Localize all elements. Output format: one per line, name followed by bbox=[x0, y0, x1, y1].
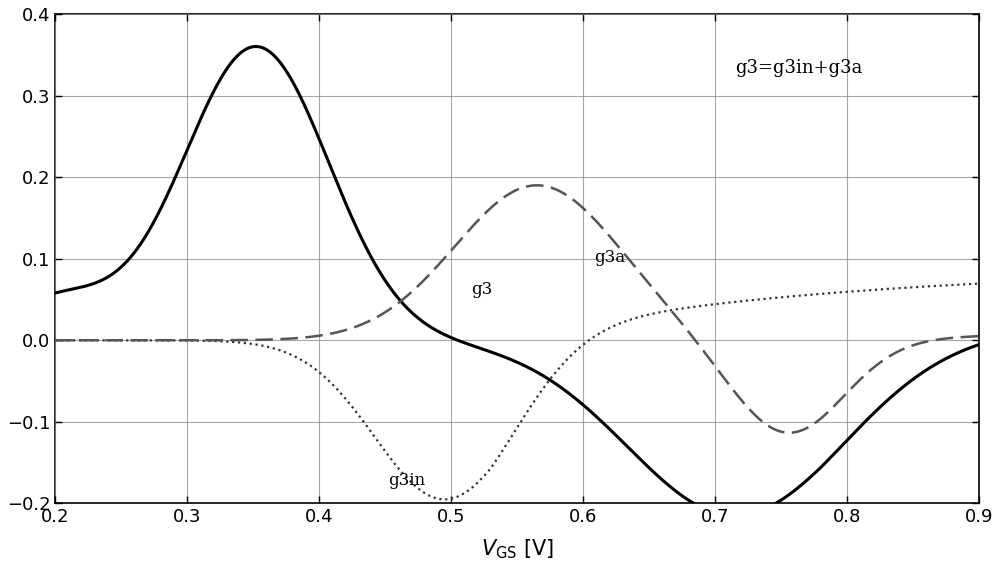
Text: g3a: g3a bbox=[594, 249, 625, 266]
Text: g3in: g3in bbox=[388, 473, 425, 490]
Text: g3: g3 bbox=[471, 281, 492, 298]
X-axis label: $V_{\mathrm{GS}}$ [V]: $V_{\mathrm{GS}}$ [V] bbox=[481, 537, 554, 561]
Text: g3=g3in+g3a: g3=g3in+g3a bbox=[735, 59, 862, 77]
